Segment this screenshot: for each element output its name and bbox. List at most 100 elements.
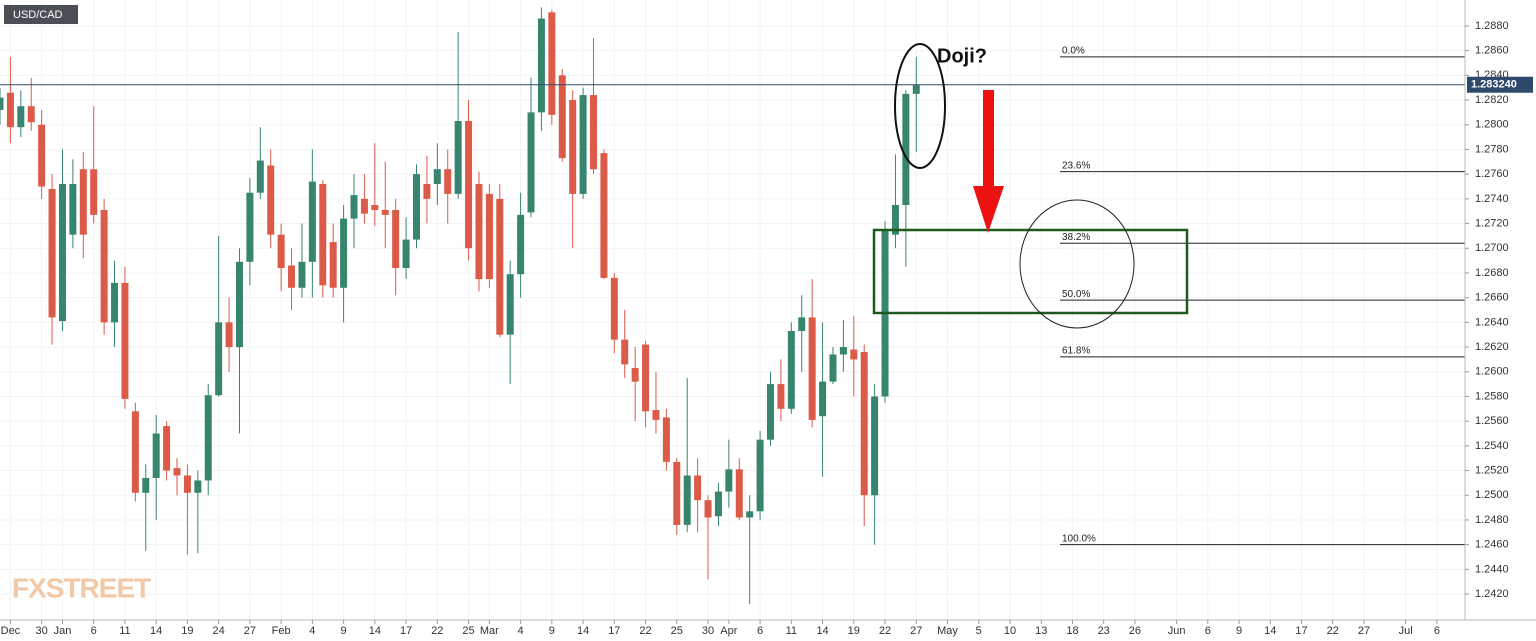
candle-body (173, 468, 181, 476)
candle-body (475, 184, 483, 280)
x-tick-label: May (937, 625, 958, 637)
fib-label: 0.0% (1062, 45, 1085, 56)
x-tick-label: 14 (1264, 625, 1276, 637)
fib-label: 23.6% (1062, 160, 1090, 171)
candle-body (267, 165, 275, 235)
x-tick-label: Apr (720, 625, 737, 637)
candle-body (819, 381, 827, 417)
candle-body (215, 322, 223, 396)
candle-body (79, 169, 87, 235)
x-tick-label: 14 (577, 625, 589, 637)
candle-body (839, 347, 847, 355)
candle-body (485, 193, 493, 280)
axes: 1.2420 1.2440 1.2460 1.2480 1.2500 1.2520 1.25… (1, 20, 1533, 637)
x-tick-label: Jun (1168, 625, 1186, 637)
candle-body (787, 330, 795, 409)
candle-body (111, 282, 119, 323)
candle-body (465, 121, 473, 249)
candle-body (131, 411, 139, 493)
chart-title: USD/CAD (13, 9, 63, 21)
candle-body (38, 124, 46, 187)
y-tick-label: 1.2800 (1475, 119, 1509, 131)
candle-body (662, 417, 670, 462)
y-tick-label: 1.2640 (1475, 316, 1509, 328)
x-tick-label: 9 (1236, 625, 1242, 637)
y-tick-label: 1.2600 (1475, 366, 1509, 378)
candle-body (0, 97, 4, 110)
candle-body (225, 322, 233, 348)
y-tick-label: 1.2860 (1475, 45, 1509, 57)
candle-body (850, 349, 858, 360)
x-tick-label: 14 (816, 625, 828, 637)
candle-body (381, 209, 389, 215)
y-tick-label: 1.2740 (1475, 193, 1509, 205)
x-tick-label: 14 (369, 625, 381, 637)
candle-body (621, 339, 629, 365)
candle-body (246, 192, 254, 262)
y-tick-label: 1.2680 (1475, 267, 1509, 279)
candle-body (714, 491, 722, 517)
x-tick-label: 4 (518, 625, 524, 637)
x-tick-label: 14 (150, 625, 162, 637)
x-tick-label: 11 (119, 625, 130, 637)
candle-body (412, 174, 420, 240)
candle-body (142, 477, 150, 493)
candle-body (912, 85, 920, 94)
candle-body (652, 410, 660, 420)
zone-circle (1019, 199, 1135, 329)
candle-body (902, 93, 910, 206)
candle-body (48, 188, 56, 318)
candle-body (17, 106, 25, 128)
candle-body (454, 121, 462, 194)
down-arrow (973, 90, 1004, 233)
y-tick-label: 1.2580 (1475, 390, 1509, 402)
y-tick-label: 1.2540 (1475, 440, 1509, 452)
candle-body (288, 265, 296, 288)
fib-label: 100.0% (1062, 533, 1096, 544)
last-price-badge (1467, 76, 1533, 93)
x-tick-label: 27 (244, 625, 256, 637)
candle-body (683, 475, 691, 525)
candle-body (69, 184, 77, 235)
candle-body (537, 18, 545, 113)
x-tick-label: 17 (608, 625, 620, 637)
candle-body (350, 195, 358, 219)
candle-body (444, 169, 452, 194)
y-tick-label: 1.2660 (1475, 292, 1509, 304)
candle-body (100, 209, 108, 323)
candle-body (163, 426, 171, 471)
candle-body (871, 396, 879, 496)
x-tick-label: 6 (1205, 625, 1211, 637)
y-tick-label: 1.2700 (1475, 242, 1509, 254)
fib-label: 38.2% (1062, 232, 1090, 243)
candle-body (829, 354, 837, 382)
candle-body (673, 461, 681, 525)
x-tick-label: Mar (480, 625, 499, 637)
x-tick-label: 9 (549, 625, 555, 637)
x-tick-label: 25 (462, 625, 474, 637)
candle-body (558, 75, 566, 159)
candle-body (527, 112, 535, 213)
candle-body (746, 511, 754, 518)
x-tick-label: 30 (36, 625, 48, 637)
candle-body (235, 261, 243, 348)
y-tick-label: 1.2440 (1475, 563, 1509, 575)
x-tick-label: 10 (1004, 625, 1016, 637)
x-tick-label: 5 (976, 625, 982, 637)
arrow-head (973, 186, 1004, 233)
candle-body (756, 439, 764, 512)
annotation: Doji? (937, 45, 987, 67)
x-tick-label: 26 (1129, 625, 1141, 637)
candle-body (631, 368, 639, 382)
candle-body (777, 384, 785, 409)
candle-body (308, 181, 316, 262)
x-tick-label: 30 (702, 625, 714, 637)
x-tick-label: 27 (1358, 625, 1370, 637)
y-tick-label: 1.2460 (1475, 539, 1509, 551)
candle-body (517, 214, 525, 275)
y-tick-label: 1.2500 (1475, 489, 1509, 501)
candle-body (600, 153, 608, 278)
candle-body (808, 317, 816, 420)
x-tick-label: 6 (91, 625, 97, 637)
